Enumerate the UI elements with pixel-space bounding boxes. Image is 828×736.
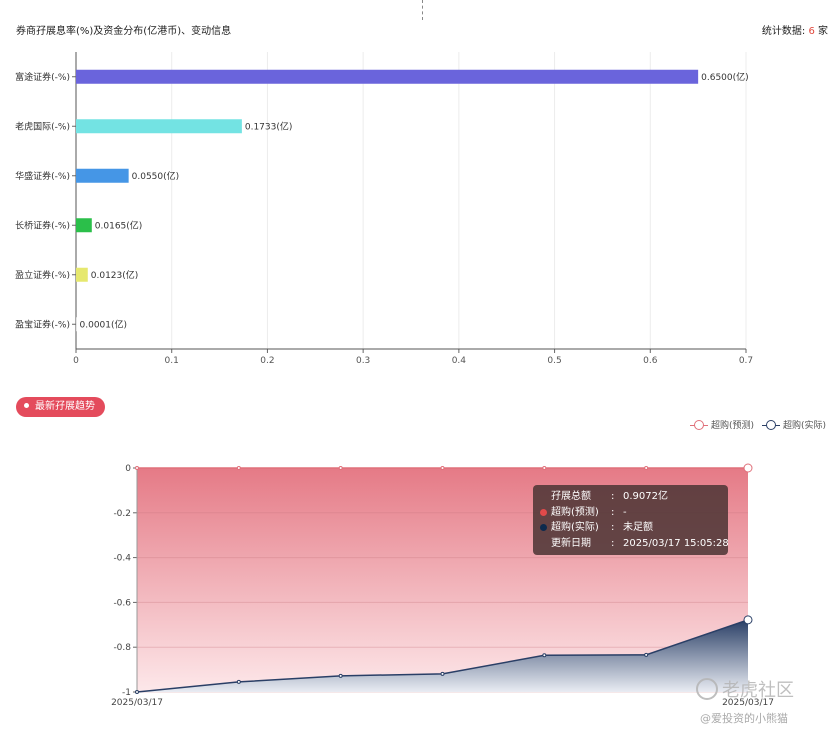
y-category-label: 富途证券(-%) <box>15 71 70 83</box>
y-category-label: 华盛证券(-%) <box>15 170 70 182</box>
bar-value-label: 0.1733(亿) <box>245 120 293 132</box>
bar <box>76 69 699 84</box>
tooltip-value: 未足额 <box>623 522 653 533</box>
chart-tooltip: 孖展总额 : 0.9072亿 超购(预测) : - 超购(实际) : 未足额 更… <box>533 485 729 555</box>
tooltip-row: 孖展总额 : 0.9072亿 <box>539 489 722 505</box>
bar-value-label: 0.6500(亿) <box>701 71 749 83</box>
forecast-point <box>644 466 649 470</box>
forecast-point <box>542 466 547 470</box>
tooltip-row: 更新日期 : 2025/03/17 15:05:28 <box>539 536 729 552</box>
forecast-point <box>236 466 241 470</box>
stat-label: 统计数据: <box>761 26 806 37</box>
stat-count: 6 <box>808 26 815 37</box>
legend-label-actual: 超购(实际) <box>782 421 826 431</box>
bar-value-label: 0.0123(亿) <box>91 269 139 281</box>
bar-value-label: 0.0001(亿) <box>80 318 128 330</box>
y-tick-label: 0 <box>125 464 131 474</box>
tooltip-row: 超购(实际) : 未足额 <box>539 520 722 536</box>
y-tick-label: -0.4 <box>113 554 131 564</box>
y-category-label: 长桥证券(-%) <box>15 219 70 231</box>
x-tick-label: 0.7 <box>739 356 753 366</box>
x-tick-label: 0.4 <box>452 356 467 366</box>
stat-unit: 家 <box>818 26 828 37</box>
bar <box>76 218 92 233</box>
actual-point <box>644 652 649 657</box>
forecast-point <box>440 466 445 470</box>
watermark-logo: 老虎社区 <box>696 676 794 702</box>
x-tick-label: 2025/03/17 <box>722 698 774 708</box>
badge-dot <box>24 403 29 408</box>
y-category-label: 盈立证券(-%) <box>15 269 70 281</box>
tooltip-row: 超购(预测) : - <box>539 505 722 521</box>
bar <box>76 267 88 282</box>
legend-item-forecast[interactable]: 超购(预测) <box>689 418 754 431</box>
actual-point <box>236 679 241 684</box>
x-tick-label: 0 <box>73 356 79 366</box>
tooltip-value: 0.9072亿 <box>623 491 668 502</box>
forecast-point <box>338 466 343 470</box>
tooltip-label: 超购(预测) <box>551 506 599 518</box>
tooltip-label: 更新日期 <box>551 537 591 549</box>
actual-point <box>542 653 547 658</box>
trend-badge[interactable]: 最新孖展趋势 <box>16 397 105 417</box>
legend-marker-forecast <box>689 419 708 430</box>
badge-label: 最新孖展趋势 <box>35 401 95 412</box>
trend-legend: 超购(预测) 超购(实际) <box>689 418 826 431</box>
y-tick-label: -1 <box>122 688 131 698</box>
tooltip-value: 2025/03/17 15:05:28 <box>623 537 729 549</box>
actual-point <box>743 615 753 625</box>
forecast-point <box>135 466 139 470</box>
x-tick-label: 0.2 <box>260 356 274 366</box>
top-divider <box>422 0 423 20</box>
bar <box>76 317 77 332</box>
watermark-handle: @爱投资的小熊猫 <box>700 712 788 725</box>
y-tick-label: -0.2 <box>113 509 131 519</box>
actual-area <box>137 619 748 692</box>
forecast-point <box>743 463 753 473</box>
watermark-brand: 老虎社区 <box>722 680 794 701</box>
tiger-logo-icon <box>696 678 718 700</box>
x-tick-label: 2025/03/17 <box>111 698 163 708</box>
tooltip-label: 孖展总额 <box>551 491 591 502</box>
bar-value-label: 0.0550(亿) <box>132 170 180 182</box>
stat-summary: 统计数据: 6 家 <box>762 22 828 37</box>
tooltip-value: - <box>623 506 627 518</box>
actual-point <box>440 671 445 676</box>
legend-label-forecast: 超购(预测) <box>710 421 754 431</box>
bar <box>76 168 129 183</box>
x-tick-label: 0.3 <box>356 356 370 366</box>
y-tick-label: -0.6 <box>113 598 131 608</box>
x-tick-label: 0.5 <box>547 356 561 366</box>
x-tick-label: 0.1 <box>165 356 179 366</box>
actual-point <box>135 690 139 694</box>
bar <box>76 119 242 134</box>
y-tick-label: -0.8 <box>113 643 131 653</box>
x-tick-label: 0.6 <box>643 356 658 366</box>
tooltip-label: 超购(实际) <box>551 522 599 533</box>
broker-funds-bar-chart: 0 0.1 0.2 0.3 0.4 0.5 0.6 0.7 富途证券(-%) 0.6500(亿) 老… <box>15 52 753 366</box>
legend-marker-actual <box>761 419 780 430</box>
bar-value-label: 0.0165(亿) <box>95 219 143 231</box>
y-category-label: 老虎国际(-%) <box>15 120 70 132</box>
actual-point <box>338 673 343 678</box>
y-category-label: 盈宝证券(-%) <box>15 318 70 330</box>
legend-item-actual[interactable]: 超购(实际) <box>761 418 826 431</box>
section-title: 券商孖展息率(%)及资金分布(亿港币)、变动信息 <box>16 26 232 37</box>
